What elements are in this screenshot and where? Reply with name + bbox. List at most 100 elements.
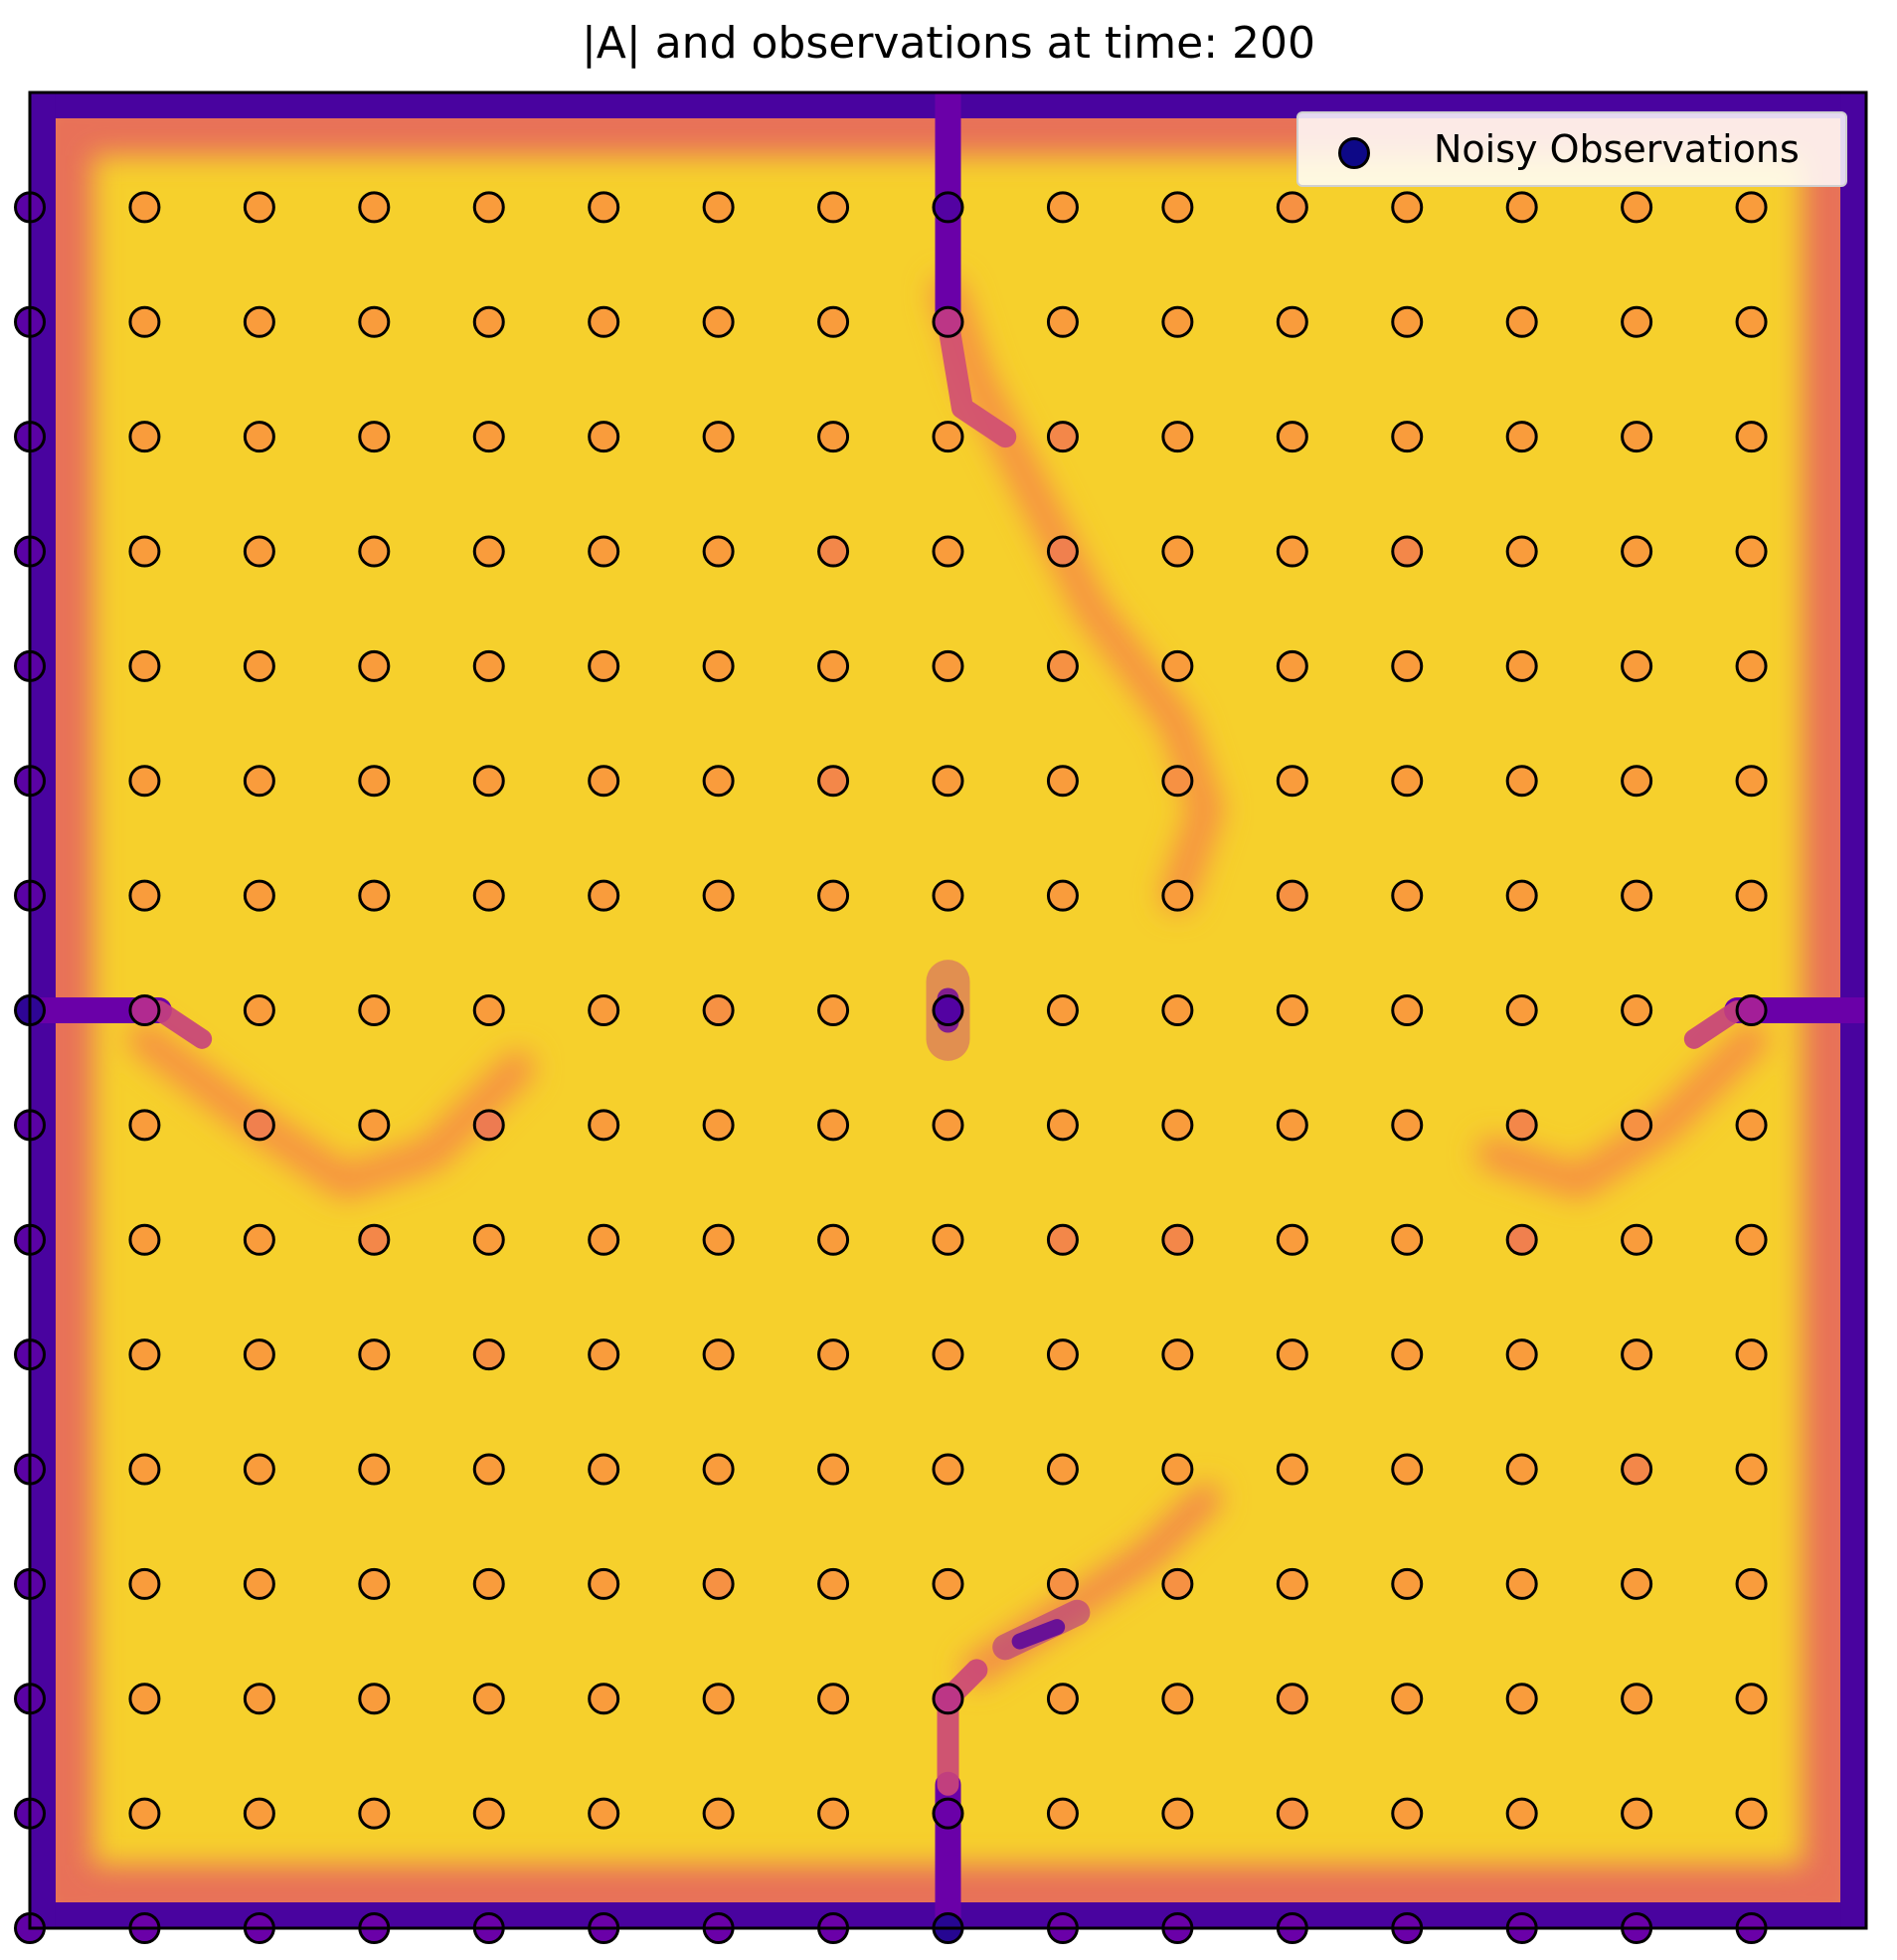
observation-point <box>702 1338 735 1371</box>
observation-point <box>472 1453 505 1486</box>
observation-point <box>1046 191 1079 224</box>
observation-point <box>932 191 964 224</box>
observation-point <box>1621 1567 1653 1600</box>
observation-point <box>1621 1338 1653 1371</box>
observation-point <box>1621 305 1653 338</box>
observation-point <box>358 994 391 1026</box>
observation-point <box>817 649 850 682</box>
legend-marker-icon <box>1338 137 1370 169</box>
observation-point <box>1621 1223 1653 1256</box>
observation-point <box>1161 765 1194 798</box>
observation-point <box>128 765 161 798</box>
defect-top-tail <box>937 310 1017 448</box>
observation-point <box>1046 1109 1079 1142</box>
observation-point <box>1161 191 1194 224</box>
observation-point <box>588 649 620 682</box>
observation-point <box>1161 879 1194 912</box>
observation-point <box>128 1338 161 1371</box>
observation-point <box>817 994 850 1026</box>
observation-point <box>1161 1223 1194 1256</box>
observation-point <box>932 305 964 338</box>
observation-point <box>1621 879 1653 912</box>
observation-point <box>1161 994 1194 1026</box>
observation-point <box>1391 191 1424 224</box>
observation-point <box>1735 1797 1768 1830</box>
observation-point <box>472 191 505 224</box>
observation-point <box>243 535 275 568</box>
legend: Noisy Observations <box>1296 111 1847 187</box>
observation-point <box>932 421 964 453</box>
observation-point <box>1391 649 1424 682</box>
observation-point <box>1046 1683 1079 1715</box>
observation-point <box>1505 191 1538 224</box>
observation-point <box>1276 191 1308 224</box>
observation-point <box>588 535 620 568</box>
observation-point <box>932 1223 964 1256</box>
observation-point <box>817 1797 850 1830</box>
observation-point <box>817 1567 850 1600</box>
observation-point <box>932 994 964 1026</box>
ridge-right <box>1475 1021 1769 1200</box>
observation-point <box>588 305 620 338</box>
observation-point <box>128 1223 161 1256</box>
observation-point <box>932 1109 964 1142</box>
observation-point <box>817 765 850 798</box>
observation-point <box>1391 1453 1424 1486</box>
observation-point <box>1276 305 1308 338</box>
observation-point <box>1505 305 1538 338</box>
observation-point <box>358 1223 391 1256</box>
observation-point <box>1505 1567 1538 1600</box>
observation-point <box>128 1683 161 1715</box>
observation-point <box>1735 994 1768 1026</box>
observation-point <box>588 191 620 224</box>
observation-point <box>588 765 620 798</box>
observation-point <box>243 1453 275 1486</box>
observation-point <box>243 994 275 1026</box>
observation-point <box>1276 1797 1308 1830</box>
observation-point <box>1391 1223 1424 1256</box>
observation-point <box>1276 421 1308 453</box>
observation-point <box>1046 1453 1079 1486</box>
observation-point <box>128 535 161 568</box>
observation-point <box>1505 535 1538 568</box>
observation-point <box>1046 421 1079 453</box>
observation-point <box>1391 1109 1424 1142</box>
observation-point <box>702 765 735 798</box>
observation-point <box>243 421 275 453</box>
observation-point <box>817 535 850 568</box>
observation-point <box>588 421 620 453</box>
observation-point <box>1276 535 1308 568</box>
observation-point <box>1505 1453 1538 1486</box>
observation-point <box>702 1109 735 1142</box>
observation-point <box>1505 1338 1538 1371</box>
observation-point <box>702 994 735 1026</box>
observation-point <box>588 1453 620 1486</box>
observation-point <box>1046 879 1079 912</box>
observation-point <box>1161 535 1194 568</box>
observation-point <box>1735 421 1768 453</box>
observation-point <box>1505 994 1538 1026</box>
observation-point <box>1046 1223 1079 1256</box>
observation-point <box>1391 421 1424 453</box>
observation-point <box>1161 1797 1194 1830</box>
chart-title: |A| and observations at time: 200 <box>581 18 1316 69</box>
observation-point <box>472 994 505 1026</box>
observation-point <box>1621 1797 1653 1830</box>
observation-point <box>588 1567 620 1600</box>
legend-label: Noisy Observations <box>1434 127 1800 171</box>
observation-point <box>1505 1223 1538 1256</box>
observation-point <box>358 1683 391 1715</box>
observation-point <box>1735 1338 1768 1371</box>
observation-point <box>1161 1683 1194 1715</box>
observation-point <box>932 1567 964 1600</box>
observation-point <box>702 1223 735 1256</box>
observation-point <box>1505 879 1538 912</box>
observation-point <box>1161 1109 1194 1142</box>
observation-point <box>358 649 391 682</box>
defect-right-tail <box>1683 1000 1748 1049</box>
observation-point <box>472 1109 505 1142</box>
observation-point <box>358 421 391 453</box>
observation-point <box>817 305 850 338</box>
observation-point <box>472 879 505 912</box>
observation-point <box>588 1338 620 1371</box>
